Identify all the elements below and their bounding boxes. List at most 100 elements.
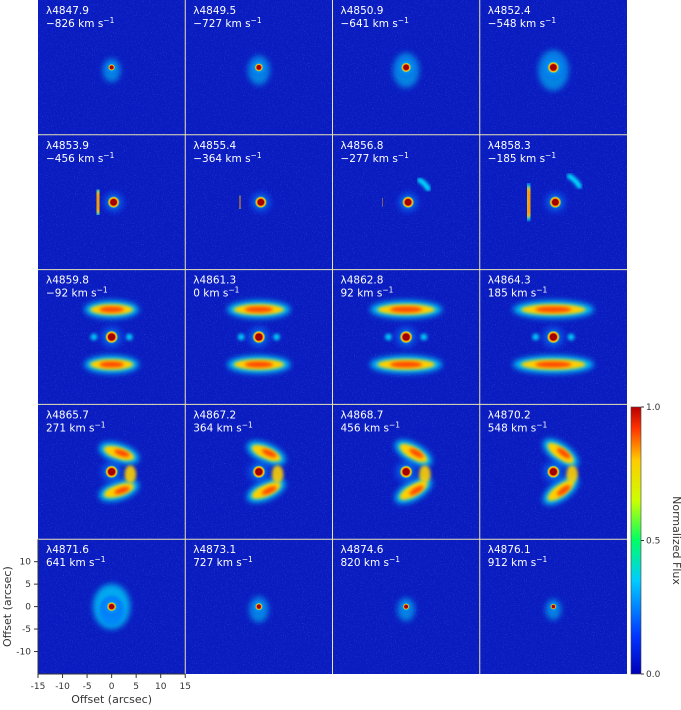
panel-velocity-label: 0 km s−1 xyxy=(193,286,239,300)
core-peak xyxy=(549,333,558,341)
core-peak xyxy=(402,333,410,341)
channel-panel: λ4849.5−727 km s−1 xyxy=(185,0,333,135)
ring-lobe-peak xyxy=(390,361,423,368)
core-peak xyxy=(257,198,265,206)
spiral-arm-peak xyxy=(409,448,424,458)
panel-velocity-label: −727 km s−1 xyxy=(193,16,262,30)
channel-panel: λ4847.9−826 km s−1 xyxy=(38,0,186,135)
panel-velocity-unit-exponent: −1 xyxy=(251,151,262,160)
colorbar: 1.0 0.5 0.0 Normalized Flux xyxy=(630,403,681,680)
core-peak xyxy=(256,65,262,70)
panel-velocity-unit-exponent: −1 xyxy=(97,286,108,295)
emission-arc-peak xyxy=(96,193,101,212)
channel-panel: λ4855.4−364 km s−1 xyxy=(185,134,333,270)
spiral-arm-peak xyxy=(114,449,130,457)
core-peak xyxy=(256,604,261,609)
channel-panel: λ4852.4−548 km s−1 xyxy=(479,0,627,135)
panel-velocity-label: −185 km s−1 xyxy=(488,151,557,165)
x-tick-label: 5 xyxy=(133,682,139,692)
ring-lobe-peak xyxy=(244,361,274,368)
panel-wavelength-label: λ4850.9 xyxy=(341,5,384,17)
colorbar-tick-label: 0.5 xyxy=(646,537,660,547)
panel-velocity-unit-exponent: −1 xyxy=(398,151,409,160)
ring-side-knot xyxy=(273,333,280,341)
panel-wavelength-label: λ4874.6 xyxy=(341,544,384,556)
spiral-arm-peak xyxy=(409,485,424,496)
y-tick-label: -5 xyxy=(22,625,31,635)
spiral-arm-peak xyxy=(557,447,571,459)
channel-panel: λ4859.8−92 km s−1 xyxy=(38,269,186,405)
core-peak xyxy=(109,65,114,70)
panel-velocity-label: 92 km s−1 xyxy=(341,286,394,300)
panel-separators xyxy=(38,0,627,674)
y-tick-label: 10 xyxy=(20,558,32,568)
panel-velocity-label: 548 km s−1 xyxy=(488,420,548,434)
ring-side-knot xyxy=(90,333,98,341)
emission-arc-secondary xyxy=(566,173,582,189)
panel-velocity-unit-exponent: −1 xyxy=(228,286,239,295)
ring-lobe-peak xyxy=(390,306,423,313)
ring-side-knot xyxy=(125,333,133,341)
panel-wavelength-label: λ4855.4 xyxy=(193,140,236,152)
core-peak xyxy=(255,333,263,341)
ring-lobe-peak xyxy=(99,361,124,368)
panel-velocity-unit-exponent: −1 xyxy=(398,16,409,25)
y-tick-label: 5 xyxy=(25,580,31,590)
ring-lobe-peak xyxy=(535,361,572,368)
panel-velocity-label: −364 km s−1 xyxy=(193,151,262,165)
core-peak xyxy=(549,468,558,476)
panel-velocity-unit-exponent: −1 xyxy=(242,420,253,429)
y-tick-label: -10 xyxy=(16,648,31,658)
colorbar-label: Normalized Flux xyxy=(670,496,681,585)
panel-velocity-label: 456 km s−1 xyxy=(341,420,401,434)
ring-lobe-peak xyxy=(535,306,572,313)
y-axis-title: Offset (arcsec) xyxy=(1,566,14,647)
spiral-arm-peak xyxy=(261,486,277,495)
panel-wavelength-label: λ4858.3 xyxy=(488,140,531,152)
core-peak xyxy=(402,468,410,476)
colorbar-tick-label: 1.0 xyxy=(646,403,661,413)
panel-wavelength-label: λ4873.1 xyxy=(193,544,236,556)
panel-velocity-unit-exponent: −1 xyxy=(536,555,547,564)
core-peak xyxy=(550,64,557,71)
panel-velocity-label: 364 km s−1 xyxy=(193,420,253,434)
panel-velocity-label: 820 km s−1 xyxy=(341,555,401,569)
core-peak xyxy=(110,198,117,206)
panel-velocity-label: 185 km s−1 xyxy=(488,286,548,300)
panel-wavelength-label: λ4859.8 xyxy=(46,275,89,287)
x-tick-label: -5 xyxy=(83,682,92,692)
panel-wavelength-label: λ4861.3 xyxy=(193,275,236,287)
panel-wavelength-label: λ4865.7 xyxy=(46,409,89,421)
spiral-arm-peak xyxy=(557,485,571,496)
ring-side-knot xyxy=(567,333,575,341)
channel-panel: λ4858.3−185 km s−1 xyxy=(479,134,627,270)
panel-velocity-label: −826 km s−1 xyxy=(46,16,115,30)
panel-velocity-unit-exponent: −1 xyxy=(382,286,393,295)
ring-side-knot xyxy=(385,333,392,341)
channel-panel: λ4853.9−456 km s−1 xyxy=(38,134,186,270)
x-tick-label: -15 xyxy=(31,682,46,692)
x-tick-label: 10 xyxy=(155,682,167,692)
panel-velocity-unit-exponent: −1 xyxy=(536,286,547,295)
core-peak xyxy=(404,604,409,609)
core-peak xyxy=(107,468,116,476)
panel-velocity-unit-exponent: −1 xyxy=(536,420,547,429)
panel-velocity-label: −548 km s−1 xyxy=(488,16,557,30)
ring-lobe-peak xyxy=(244,306,274,313)
core-peak xyxy=(403,64,409,71)
panel-velocity-label: −456 km s−1 xyxy=(46,151,115,165)
y-tick-label: 0 xyxy=(25,603,31,613)
core-peak xyxy=(107,333,116,341)
spiral-arm-peak xyxy=(114,486,130,495)
panel-wavelength-label: λ4849.5 xyxy=(193,5,236,17)
panel-wavelength-label: λ4847.9 xyxy=(46,5,89,17)
core-peak xyxy=(255,468,263,476)
x-tick-label: 15 xyxy=(180,682,191,692)
panel-velocity-unit-exponent: −1 xyxy=(545,16,556,25)
